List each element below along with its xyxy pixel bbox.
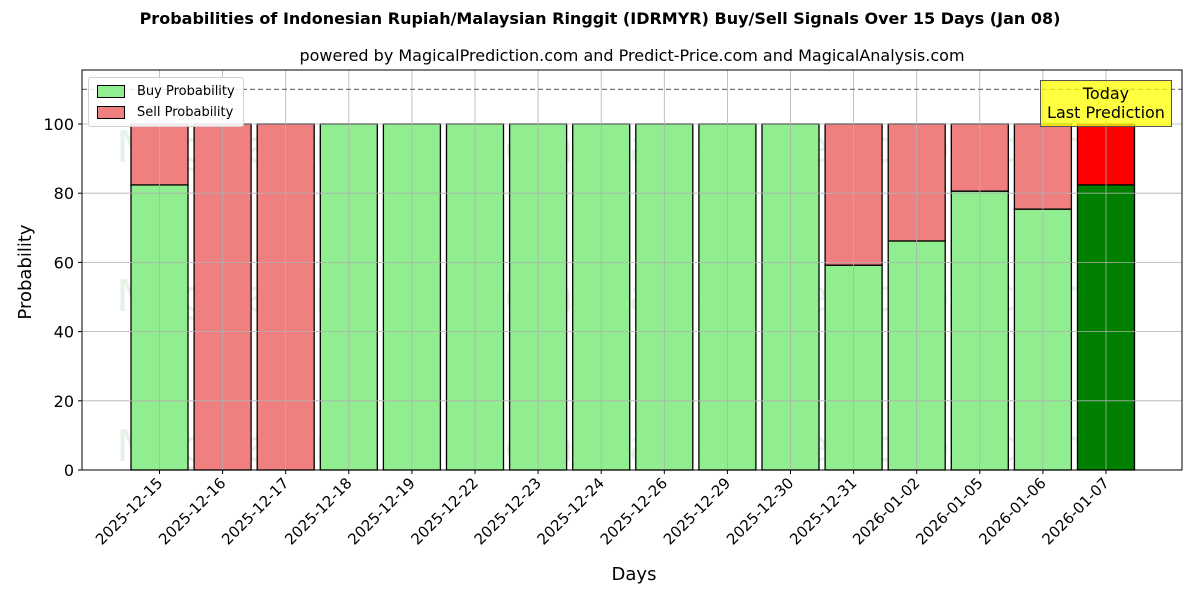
- x-tick-label: 2026-01-07: [1038, 474, 1112, 548]
- x-tick-label: 2025-12-19: [344, 474, 418, 548]
- y-tick-label: 100: [43, 115, 74, 134]
- x-axis: 2025-12-152025-12-162025-12-172025-12-18…: [92, 470, 1113, 548]
- x-tick-label: 2025-12-31: [786, 474, 860, 548]
- legend-item-buy: Buy Probability: [94, 81, 235, 102]
- y-tick-label: 60: [54, 253, 74, 272]
- legend-label-buy: Buy Probability: [137, 84, 235, 99]
- today-annotation: Today Last Prediction: [1040, 80, 1172, 127]
- legend-swatch-buy: [97, 85, 125, 98]
- x-tick-label: 2025-12-29: [660, 474, 734, 548]
- x-tick-label: 2025-12-22: [407, 474, 481, 548]
- plot-frame: [81, 69, 1183, 471]
- y-tick-label: 40: [54, 323, 74, 342]
- annotation-line2: Last Prediction: [1047, 103, 1165, 122]
- y-tick-label: 0: [64, 461, 74, 480]
- x-tick-label: 2025-12-16: [155, 474, 229, 548]
- bars: [130, 123, 1136, 471]
- x-tick-label: 2025-12-23: [471, 474, 545, 548]
- x-axis-label: Days: [612, 564, 657, 585]
- x-tick-label: 2025-12-30: [723, 474, 797, 548]
- legend-swatch-sell: [97, 106, 125, 119]
- chart-subtitle: powered by MagicalPrediction.com and Pre…: [299, 46, 965, 65]
- legend-item-sell: Sell Probability: [94, 102, 235, 123]
- x-tick-label: 2025-12-17: [218, 474, 292, 548]
- legend: Buy Probability Sell Probability: [88, 77, 244, 127]
- y-tick-label: 80: [54, 184, 74, 203]
- x-tick-label: 2025-12-24: [534, 474, 608, 548]
- x-tick-label: 2025-12-15: [92, 474, 166, 548]
- chart-title: Probabilities of Indonesian Rupiah/Malay…: [139, 9, 1061, 28]
- gridlines: [82, 70, 1182, 471]
- x-tick-label: 2026-01-06: [975, 474, 1049, 548]
- x-tick-label: 2026-01-05: [912, 474, 986, 548]
- annotation-line1: Today: [1082, 84, 1130, 103]
- x-tick-label: 2026-01-02: [849, 474, 923, 548]
- y-tick-label: 20: [54, 392, 74, 411]
- x-tick-label: 2025-12-18: [281, 474, 355, 548]
- y-axis-label: Probability: [15, 224, 36, 319]
- legend-label-sell: Sell Probability: [137, 105, 234, 120]
- x-tick-label: 2025-12-26: [597, 474, 671, 548]
- y-axis: 0 20 40 60 80 100: [43, 115, 82, 480]
